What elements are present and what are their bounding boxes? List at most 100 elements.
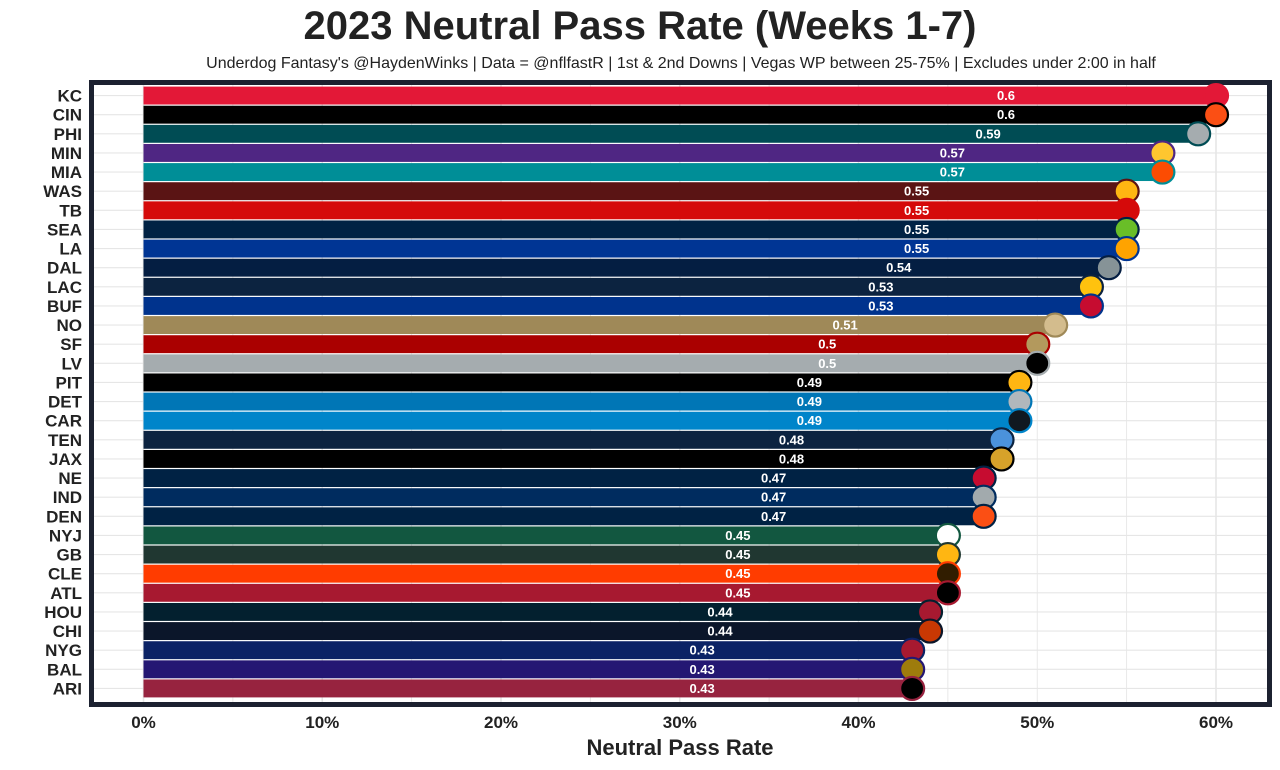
bar-jax [143, 449, 1002, 468]
team-logo-dal [1095, 255, 1122, 281]
x-tick-label: 60% [1199, 713, 1233, 732]
team-label: SEA [47, 220, 82, 239]
x-tick-label: 30% [663, 713, 697, 732]
value-label: 0.43 [689, 662, 714, 677]
value-label: 0.55 [904, 241, 929, 256]
value-label: 0.53 [868, 279, 893, 294]
value-label: 0.55 [904, 184, 929, 199]
bar-cin [143, 105, 1216, 124]
team-label: NYG [45, 641, 82, 660]
team-label: CLE [48, 565, 82, 584]
team-logo-lv [1024, 350, 1051, 376]
value-label: 0.48 [779, 451, 804, 466]
value-label: 0.6 [997, 107, 1015, 122]
bar-was [143, 182, 1127, 201]
team-label: MIA [51, 163, 82, 182]
value-label: 0.45 [725, 566, 750, 581]
bar-ne [143, 469, 984, 488]
value-label: 0.49 [797, 413, 822, 428]
team-label: ATL [50, 584, 82, 603]
bar-gb [143, 545, 948, 564]
value-label: 0.53 [868, 298, 893, 313]
bar-nyj [143, 526, 948, 545]
team-label: LAC [47, 278, 82, 297]
value-label: 0.47 [761, 490, 786, 505]
bar-mia [143, 163, 1163, 182]
bar-bal [143, 660, 913, 679]
value-label: 0.44 [707, 624, 733, 639]
chart-subtitle: Underdog Fantasy's @HaydenWinks | Data =… [206, 55, 1156, 72]
bar-ari [143, 679, 913, 698]
bar-hou [143, 602, 930, 621]
bar-det [143, 392, 1020, 411]
team-label: KC [57, 87, 82, 106]
bar-car [143, 411, 1020, 430]
bar-den [143, 507, 984, 526]
team-label: MIN [51, 144, 82, 163]
bar-kc [143, 86, 1216, 105]
value-label: 0.6 [997, 88, 1015, 103]
category-labels: KCCINPHIMINMIAWASTBSEALADALLACBUFNOSFLVP… [43, 87, 82, 699]
team-label: NYJ [49, 526, 82, 545]
bar-sea [143, 220, 1127, 239]
team-label: PHI [54, 125, 82, 144]
value-label: 0.54 [886, 260, 912, 275]
team-logo-phi [1185, 121, 1212, 147]
bar-atl [143, 583, 948, 602]
value-label: 0.43 [689, 643, 714, 658]
team-logo-cin [1202, 102, 1230, 128]
value-labels: 0.6 0.6 0.59 0.57 0.57 0.55 0.55 0.55 0.55 0.54 0.… [689, 88, 1015, 696]
bar-buf [143, 296, 1091, 315]
bar-cle [143, 564, 948, 583]
team-logo-car [1006, 408, 1033, 434]
x-tick-labels: 0% 10% 20% 30% 40% 50% 60% [131, 713, 1233, 732]
value-label: 0.55 [904, 203, 929, 218]
team-logo-no [1042, 312, 1069, 338]
team-logo-ari [899, 675, 926, 702]
team-label: WAS [43, 182, 82, 201]
bar-tb [143, 201, 1127, 220]
value-label: 0.43 [689, 681, 714, 696]
team-label: HOU [44, 603, 82, 622]
team-label: TEN [48, 431, 82, 450]
value-label: 0.45 [725, 585, 750, 600]
value-label: 0.5 [818, 356, 836, 371]
value-label: 0.57 [940, 165, 965, 180]
value-label: 0.5 [818, 337, 836, 352]
team-label: BAL [47, 660, 82, 679]
team-logo-den [970, 503, 997, 529]
bar-lac [143, 277, 1091, 296]
bar-phi [143, 124, 1199, 143]
team-label: TB [59, 201, 82, 220]
value-label: 0.51 [832, 318, 857, 333]
team-label: NO [57, 316, 83, 335]
bar-dal [143, 258, 1109, 277]
team-label: CHI [53, 622, 82, 641]
value-label: 0.47 [761, 509, 786, 524]
value-label: 0.45 [725, 547, 750, 562]
team-label: BUF [47, 297, 82, 316]
bar-no [143, 316, 1056, 335]
bar-la [143, 239, 1127, 258]
team-logo-chi [916, 618, 944, 644]
team-label: PIT [56, 373, 83, 392]
team-label: GB [57, 546, 83, 565]
team-label: LV [62, 354, 83, 373]
value-label: 0.44 [707, 604, 733, 619]
value-label: 0.59 [975, 126, 1000, 141]
team-label: JAX [49, 450, 83, 469]
team-label: IND [53, 488, 82, 507]
value-label: 0.49 [797, 394, 822, 409]
team-logo-buf [1077, 293, 1104, 319]
x-axis-title: Neutral Pass Rate [586, 735, 773, 760]
team-label: ARI [53, 679, 82, 698]
team-logo-atl [934, 580, 961, 606]
team-label: LA [59, 240, 82, 259]
team-logo-la [1113, 235, 1140, 262]
bar-ten [143, 430, 1002, 449]
bar-lv [143, 354, 1038, 373]
value-label: 0.45 [725, 528, 750, 543]
bar-chi [143, 622, 930, 641]
value-label: 0.48 [779, 432, 804, 447]
